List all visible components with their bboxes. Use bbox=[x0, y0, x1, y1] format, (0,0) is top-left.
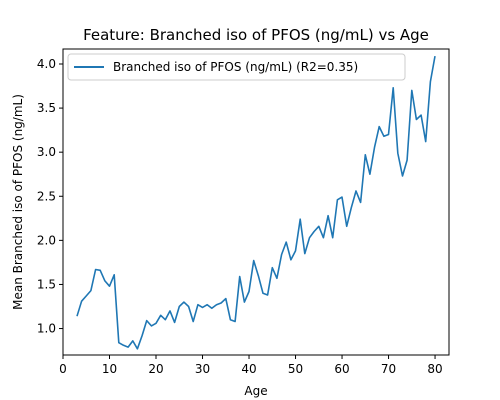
y-tick-label: 3.0 bbox=[37, 145, 56, 159]
x-tick-label: 60 bbox=[334, 362, 349, 376]
x-tick-label: 80 bbox=[427, 362, 442, 376]
x-tick-label: 20 bbox=[148, 362, 163, 376]
plot-area: 0 10 20 30 40 50 60 70 80 1.0 1.5 2.0 2.5 3.0 3.5 4.0 bbox=[37, 48, 450, 376]
x-tick-label: 40 bbox=[241, 362, 256, 376]
y-tick-label: 4.0 bbox=[37, 57, 56, 71]
legend-entry-label: Branched iso of PFOS (ng/mL) (R2=0.35) bbox=[113, 60, 358, 74]
y-tick-label: 1.5 bbox=[37, 277, 56, 291]
y-axis-label: Mean Branched iso of PFOS (ng/mL) bbox=[11, 94, 25, 310]
series-layer bbox=[76, 55, 436, 350]
y-tick-label: 1.0 bbox=[37, 322, 56, 336]
chart-title: Feature: Branched iso of PFOS (ng/mL) vs… bbox=[83, 26, 429, 44]
x-axis-label: Age bbox=[244, 384, 267, 398]
legend-box bbox=[67, 53, 406, 81]
y-tick-label: 2.5 bbox=[37, 189, 56, 203]
series-line bbox=[76, 55, 436, 350]
legend: Branched iso of PFOS (ng/mL) (R2=0.35) bbox=[67, 53, 406, 81]
x-tick-label: 50 bbox=[288, 362, 303, 376]
y-tick-label: 2.0 bbox=[37, 233, 56, 247]
y-tick-label: 3.5 bbox=[37, 101, 56, 115]
x-tick-label: 0 bbox=[59, 362, 67, 376]
x-tick-label: 70 bbox=[381, 362, 396, 376]
x-tick-label: 30 bbox=[195, 362, 210, 376]
y-axis: 1.0 1.5 2.0 2.5 3.0 3.5 4.0 bbox=[37, 57, 63, 336]
plot-frame bbox=[62, 48, 450, 356]
x-tick-label: 10 bbox=[102, 362, 117, 376]
x-axis: 0 10 20 30 40 50 60 70 80 bbox=[59, 355, 443, 376]
